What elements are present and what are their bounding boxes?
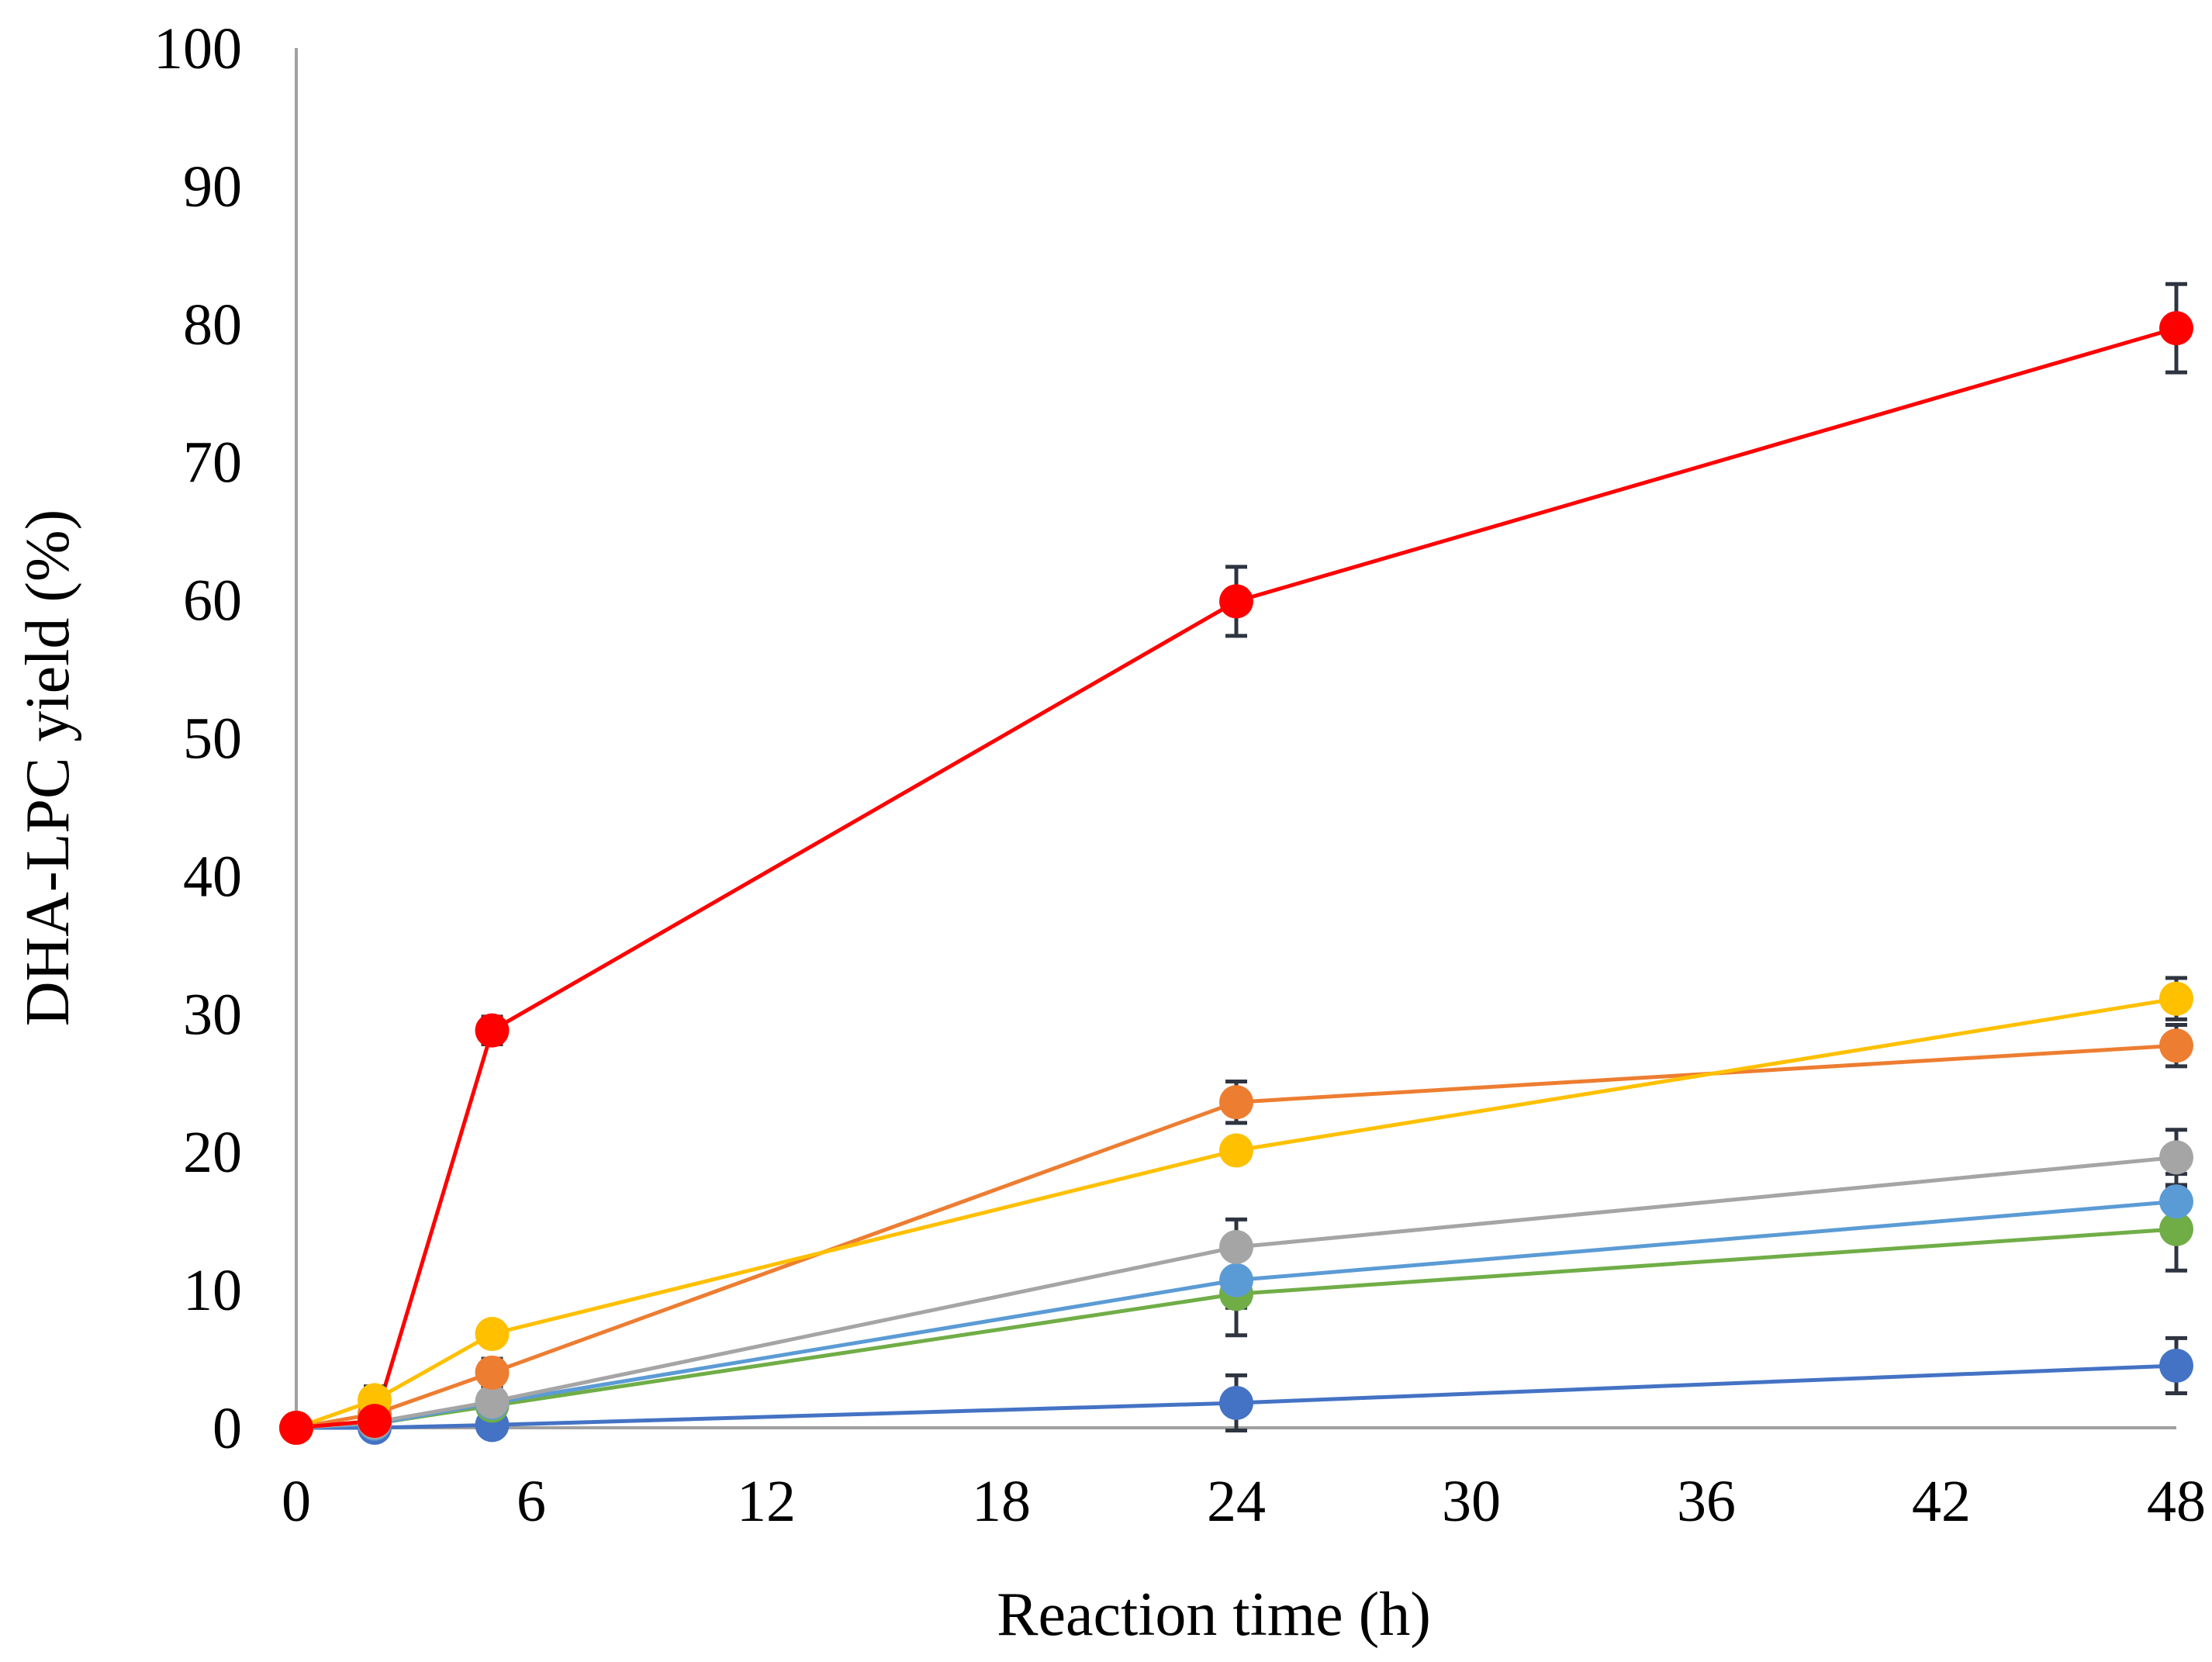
x-tick-label: 18: [972, 1469, 1031, 1534]
data-point-series-green: [2159, 1211, 2193, 1246]
tick-labels: 0 10 20 30 40 50 60 70 80 90 100 0 6 12 18 24 30 36 42 48: [154, 16, 2206, 1534]
data-point-series-gray: [2159, 1140, 2193, 1175]
data-point-series-yellow: [1219, 1133, 1253, 1168]
y-tick-label: 80: [183, 292, 242, 358]
data-point-series-light-blue: [1219, 1263, 1253, 1297]
data-point-series-red: [279, 1411, 313, 1445]
x-tick-label: 30: [1442, 1469, 1501, 1534]
x-tick-label: 24: [1207, 1469, 1266, 1534]
data-point-series-gray: [475, 1384, 510, 1419]
data-point-series-yellow: [475, 1317, 510, 1352]
data-markers: [279, 311, 2193, 1445]
y-axis-title: DHA-LPC yield (%): [14, 510, 82, 1027]
y-tick-label: 100: [154, 16, 242, 81]
data-point-series-yellow: [2159, 981, 2193, 1016]
y-tick-label: 30: [183, 982, 242, 1047]
x-tick-label: 48: [2147, 1469, 2206, 1534]
data-point-series-red: [475, 1013, 510, 1048]
data-point-series-light-blue: [2159, 1184, 2193, 1219]
data-point-series-orange: [1219, 1085, 1253, 1120]
y-tick-label: 0: [213, 1396, 242, 1461]
y-tick-label: 20: [183, 1120, 242, 1185]
data-point-series-orange: [2159, 1028, 2193, 1063]
data-point-series-orange: [475, 1355, 510, 1390]
data-point-series-red: [1219, 584, 1253, 619]
data-point-series-dark-blue: [1219, 1385, 1253, 1420]
x-tick-label: 12: [737, 1469, 796, 1534]
x-tick-label: 0: [282, 1469, 311, 1534]
y-tick-label: 10: [183, 1258, 242, 1323]
y-tick-label: 50: [183, 707, 242, 772]
data-point-series-red: [2159, 311, 2193, 346]
y-tick-label: 40: [183, 844, 242, 909]
x-tick-label: 36: [1677, 1469, 1736, 1534]
x-tick-label: 42: [1912, 1469, 1971, 1534]
x-axis-title: Reaction time (h): [997, 1581, 1431, 1649]
data-point-series-red: [358, 1404, 392, 1439]
error-bars: [364, 282, 2187, 1437]
y-tick-label: 60: [183, 568, 242, 634]
y-tick-label: 90: [183, 154, 242, 219]
y-tick-label: 70: [183, 430, 242, 496]
x-tick-label: 6: [517, 1469, 546, 1534]
data-point-series-dark-blue: [2159, 1348, 2193, 1383]
data-point-series-gray: [1219, 1229, 1253, 1264]
